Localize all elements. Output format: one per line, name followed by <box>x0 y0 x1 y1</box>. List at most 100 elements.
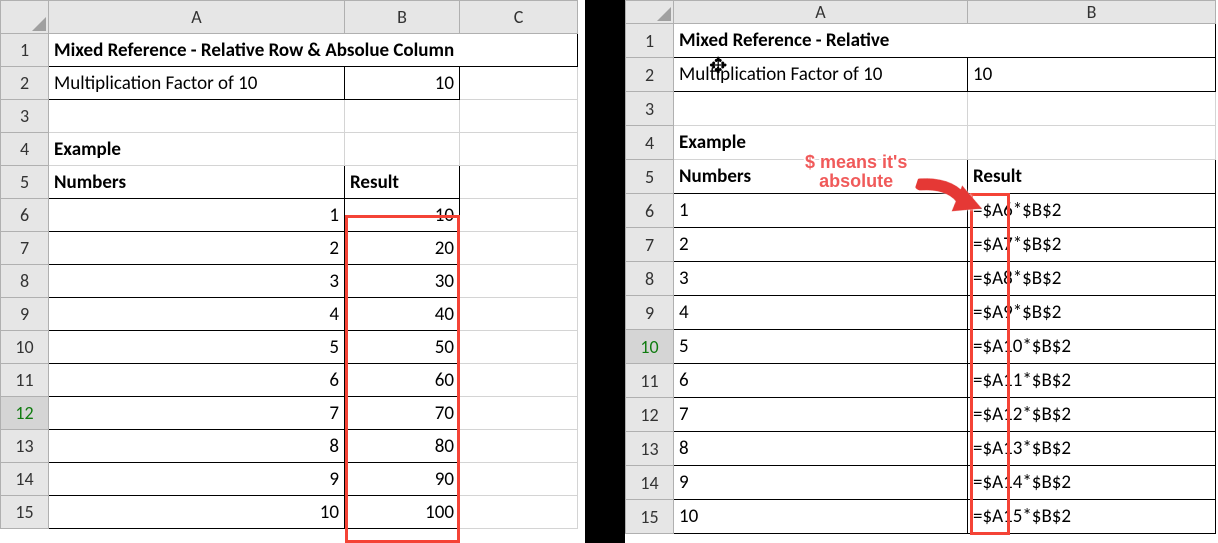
cell-A2-factor-label[interactable]: Multiplication Factor of 10 <box>674 58 968 92</box>
col-header-A[interactable]: A <box>674 1 968 24</box>
cell-B10-formula[interactable]: =$A10*$B$2 <box>968 330 1216 364</box>
cell-C11[interactable] <box>460 364 578 397</box>
row-header-6[interactable]: 6 <box>626 194 674 228</box>
row-header-13[interactable]: 13 <box>1 430 49 463</box>
cell-B4[interactable] <box>968 126 1216 160</box>
cell-B6-result[interactable]: 10 <box>345 199 460 232</box>
row-header-14[interactable]: 14 <box>626 466 674 500</box>
cell-C2[interactable] <box>460 67 578 100</box>
cell-B13-formula[interactable]: =$A13*$B$2 <box>968 432 1216 466</box>
cell-C3[interactable] <box>460 100 578 133</box>
cell-A3[interactable] <box>49 100 345 133</box>
cell-A6-number[interactable]: 1 <box>674 194 968 228</box>
cell-B8-result[interactable]: 30 <box>345 265 460 298</box>
row-header-1[interactable]: 1 <box>1 34 49 67</box>
col-header-C[interactable]: C <box>460 1 578 34</box>
cell-B3[interactable] <box>345 100 460 133</box>
cell-C8[interactable] <box>460 265 578 298</box>
cell-A13-number[interactable]: 8 <box>674 432 968 466</box>
row-header-11[interactable]: 11 <box>626 364 674 398</box>
col-header-B[interactable]: B <box>345 1 460 34</box>
cell-C10[interactable] <box>460 331 578 364</box>
cell-A13-number[interactable]: 8 <box>49 430 345 463</box>
cell-B11-result[interactable]: 60 <box>345 364 460 397</box>
left-grid[interactable]: ABC1Mixed Reference - Relative Row & Abs… <box>0 0 578 529</box>
cell-C7[interactable] <box>460 232 578 265</box>
cell-B14-formula[interactable]: =$A14*$B$2 <box>968 466 1216 500</box>
cell-A14-number[interactable]: 9 <box>674 466 968 500</box>
cell-A7-number[interactable]: 2 <box>674 228 968 262</box>
cell-B3[interactable] <box>968 92 1216 126</box>
cell-A14-number[interactable]: 9 <box>49 463 345 496</box>
cell-C14[interactable] <box>460 463 578 496</box>
cell-B2-factor-value[interactable]: 10 <box>345 67 460 100</box>
cell-B14-result[interactable]: 90 <box>345 463 460 496</box>
cell-A4-example[interactable]: Example <box>674 126 968 160</box>
row-header-12[interactable]: 12 <box>626 398 674 432</box>
cell-A6-number[interactable]: 1 <box>49 199 345 232</box>
cell-B13-result[interactable]: 80 <box>345 430 460 463</box>
cell-A8-number[interactable]: 3 <box>674 262 968 296</box>
row-header-5[interactable]: 5 <box>1 166 49 199</box>
cell-B11-formula[interactable]: =$A11*$B$2 <box>968 364 1216 398</box>
row-header-2[interactable]: 2 <box>1 67 49 100</box>
row-header-12[interactable]: 12 <box>1 397 49 430</box>
cell-B2-factor-value[interactable]: 10 <box>968 58 1216 92</box>
row-header-4[interactable]: 4 <box>626 126 674 160</box>
cell-B9-result[interactable]: 40 <box>345 298 460 331</box>
cell-B15-result[interactable]: 100 <box>345 496 460 529</box>
row-header-7[interactable]: 7 <box>1 232 49 265</box>
right-grid[interactable]: AB1Mixed Reference - Relative2Multiplica… <box>625 0 1216 534</box>
cell-C4[interactable] <box>460 133 578 166</box>
row-header-2[interactable]: 2 <box>626 58 674 92</box>
cell-A11-number[interactable]: 6 <box>49 364 345 397</box>
cell-A8-number[interactable]: 3 <box>49 265 345 298</box>
cell-C5[interactable] <box>460 166 578 199</box>
cell-B9-formula[interactable]: =$A9*$B$2 <box>968 296 1216 330</box>
cell-C15[interactable] <box>460 496 578 529</box>
cell-C6[interactable] <box>460 199 578 232</box>
cell-B7-formula[interactable]: =$A7*$B$2 <box>968 228 1216 262</box>
cell-B15-formula[interactable]: =$A15*$B$2 <box>968 500 1216 534</box>
cell-B5-result[interactable]: Result <box>968 160 1216 194</box>
row-header-10[interactable]: 10 <box>1 331 49 364</box>
row-header-3[interactable]: 3 <box>626 92 674 126</box>
row-header-10[interactable]: 10 <box>626 330 674 364</box>
cell-A11-number[interactable]: 6 <box>674 364 968 398</box>
cell-A1-title[interactable]: Mixed Reference - Relative Row & Absolue… <box>49 34 578 67</box>
cell-A15-number[interactable]: 10 <box>674 500 968 534</box>
row-header-9[interactable]: 9 <box>626 296 674 330</box>
row-header-1[interactable]: 1 <box>626 24 674 58</box>
cell-C13[interactable] <box>460 430 578 463</box>
row-header-3[interactable]: 3 <box>1 100 49 133</box>
row-header-15[interactable]: 15 <box>626 500 674 534</box>
row-header-13[interactable]: 13 <box>626 432 674 466</box>
row-header-6[interactable]: 6 <box>1 199 49 232</box>
col-header-A[interactable]: A <box>49 1 345 34</box>
cell-A10-number[interactable]: 5 <box>674 330 968 364</box>
cell-A1-title[interactable]: Mixed Reference - Relative <box>674 24 1216 58</box>
col-header-B[interactable]: B <box>968 1 1216 24</box>
row-header-8[interactable]: 8 <box>1 265 49 298</box>
select-all-corner[interactable] <box>626 1 674 24</box>
cell-B5-result[interactable]: Result <box>345 166 460 199</box>
cell-B7-result[interactable]: 20 <box>345 232 460 265</box>
cell-C12[interactable] <box>460 397 578 430</box>
cell-A9-number[interactable]: 4 <box>49 298 345 331</box>
cell-A5-numbers[interactable]: Numbers <box>674 160 968 194</box>
cell-C9[interactable] <box>460 298 578 331</box>
cell-B12-result[interactable]: 70 <box>345 397 460 430</box>
cell-B10-result[interactable]: 50 <box>345 331 460 364</box>
cell-A3[interactable] <box>674 92 968 126</box>
row-header-8[interactable]: 8 <box>626 262 674 296</box>
cell-A2-factor-label[interactable]: Multiplication Factor of 10 <box>49 67 345 100</box>
row-header-4[interactable]: 4 <box>1 133 49 166</box>
row-header-11[interactable]: 11 <box>1 364 49 397</box>
cell-B6-formula[interactable]: =$A6*$B$2 <box>968 194 1216 228</box>
row-header-5[interactable]: 5 <box>626 160 674 194</box>
row-header-15[interactable]: 15 <box>1 496 49 529</box>
cell-A7-number[interactable]: 2 <box>49 232 345 265</box>
row-header-9[interactable]: 9 <box>1 298 49 331</box>
select-all-corner[interactable] <box>1 1 49 34</box>
cell-B8-formula[interactable]: =$A8*$B$2 <box>968 262 1216 296</box>
